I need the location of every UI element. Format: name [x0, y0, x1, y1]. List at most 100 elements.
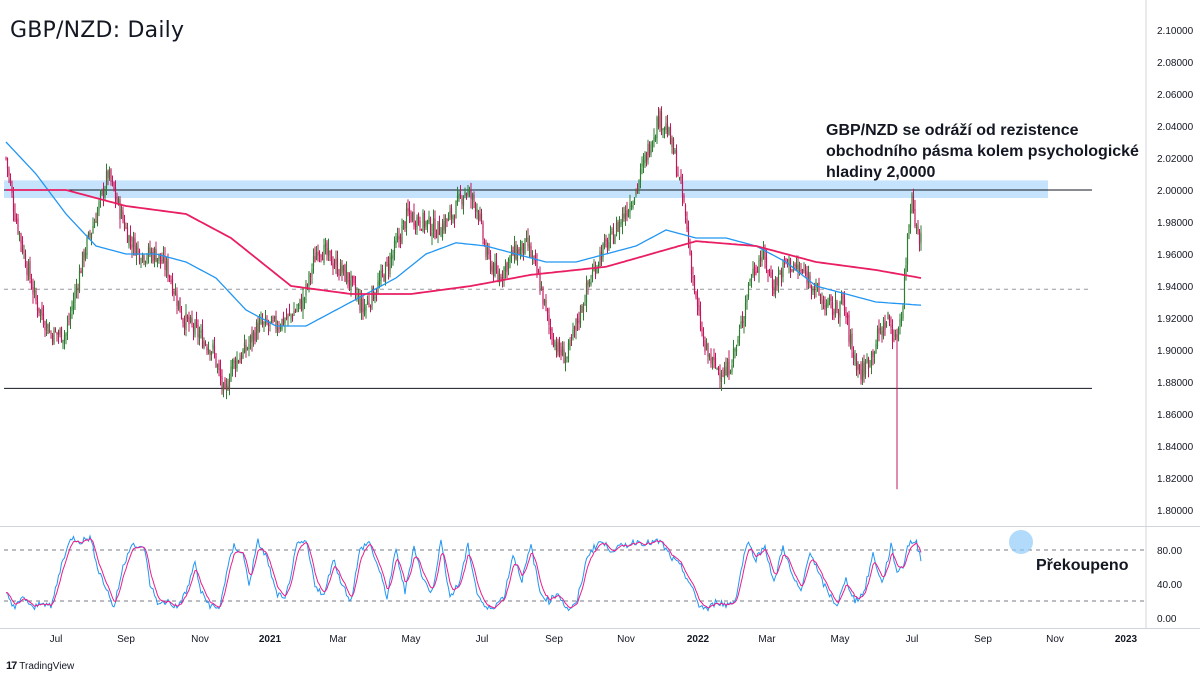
candle-body: [210, 351, 213, 355]
candle-body: [275, 315, 277, 329]
candle-body: [584, 303, 586, 306]
candle-body: [107, 170, 109, 179]
candle-body: [600, 252, 603, 260]
candle-body: [221, 376, 223, 388]
candle-body: [689, 245, 691, 254]
candle-body: [621, 213, 624, 225]
candle-body: [458, 193, 460, 199]
candle-body: [557, 341, 559, 355]
candle-body: [843, 298, 846, 312]
time-tick-label: 2023: [1115, 634, 1138, 645]
candle-body: [411, 212, 414, 220]
candle-body: [917, 226, 919, 232]
candle-body: [551, 328, 553, 340]
candle-body: [779, 272, 781, 275]
candle-body: [605, 238, 607, 242]
candle-body: [194, 322, 196, 335]
candle-body: [732, 348, 735, 363]
candle-body: [117, 198, 120, 204]
candle-body: [395, 240, 397, 245]
candle-body: [900, 318, 903, 320]
candle-body: [311, 268, 313, 275]
candle-body: [348, 279, 351, 286]
candle-body: [554, 342, 556, 346]
candle-body: [870, 352, 873, 366]
candle-body: [801, 269, 804, 274]
candle-body: [707, 343, 709, 357]
candle-body: [728, 359, 730, 376]
candle-body: [330, 250, 333, 266]
candle-body: [239, 358, 241, 364]
candle-body: [824, 305, 826, 311]
candle-body: [849, 334, 852, 344]
candle-body: [284, 320, 286, 324]
candle-body: [708, 354, 711, 358]
candle-body: [720, 377, 723, 382]
candle-body: [95, 220, 97, 223]
candle-body: [437, 220, 439, 236]
candle-body: [861, 363, 864, 381]
time-tick-label: May: [831, 634, 850, 645]
candle-body: [536, 259, 538, 273]
candle-body: [351, 275, 354, 279]
candle-body: [914, 208, 916, 227]
candle-body: [521, 241, 523, 251]
candle-body: [336, 257, 339, 275]
candle-body: [273, 316, 276, 319]
candle-body: [795, 264, 798, 270]
candle-body: [519, 247, 522, 257]
candle-body: [363, 307, 366, 315]
candle-body: [660, 111, 663, 131]
candle-body: [173, 291, 175, 295]
candle-body: [408, 208, 411, 214]
candle-body: [180, 311, 183, 319]
candle-body: [51, 335, 54, 343]
candle-body: [567, 343, 570, 359]
candle-body: [476, 208, 478, 212]
candle-body: [504, 264, 507, 271]
candle-body: [252, 331, 255, 340]
candle-body: [290, 314, 292, 316]
candle-body: [240, 355, 243, 361]
candle-body: [299, 298, 301, 304]
candle-body: [347, 272, 349, 282]
candle-body: [17, 218, 19, 233]
candle-body: [294, 311, 297, 313]
candle-body: [155, 248, 157, 262]
candle-body: [485, 245, 487, 258]
candle-body: [29, 261, 31, 280]
candle-body: [38, 307, 40, 313]
candle-body: [723, 369, 726, 379]
candle-body: [666, 124, 669, 136]
tradingview-branding[interactable]: 17 TradingView: [6, 660, 74, 672]
candle-body: [828, 298, 831, 301]
candle-body: [258, 320, 261, 332]
candle-body: [321, 258, 324, 261]
candle-body: [152, 251, 154, 262]
candle-body: [257, 323, 259, 333]
candle-body: [255, 322, 258, 341]
time-tick-label: Sep: [974, 634, 992, 645]
candle-body: [129, 234, 132, 242]
candle-body: [524, 238, 526, 255]
candle-body: [122, 211, 124, 221]
candle-body: [725, 366, 727, 376]
candle-body: [876, 329, 879, 347]
candle-body: [486, 247, 489, 255]
candle-body: [27, 263, 30, 276]
candle-body: [368, 303, 370, 305]
candle-body: [65, 333, 67, 336]
candle-body: [494, 263, 496, 277]
candle-body: [626, 210, 628, 216]
candle-body: [743, 316, 745, 327]
candle-body: [864, 362, 867, 375]
candle-body: [528, 244, 531, 249]
candle-body: [222, 382, 225, 392]
candle-body: [260, 319, 262, 321]
candle-body: [89, 233, 91, 236]
candle-body: [63, 335, 66, 341]
candle-body: [590, 281, 592, 285]
candle-body: [231, 359, 234, 369]
candle-body: [647, 144, 649, 161]
candle-body: [855, 358, 858, 371]
